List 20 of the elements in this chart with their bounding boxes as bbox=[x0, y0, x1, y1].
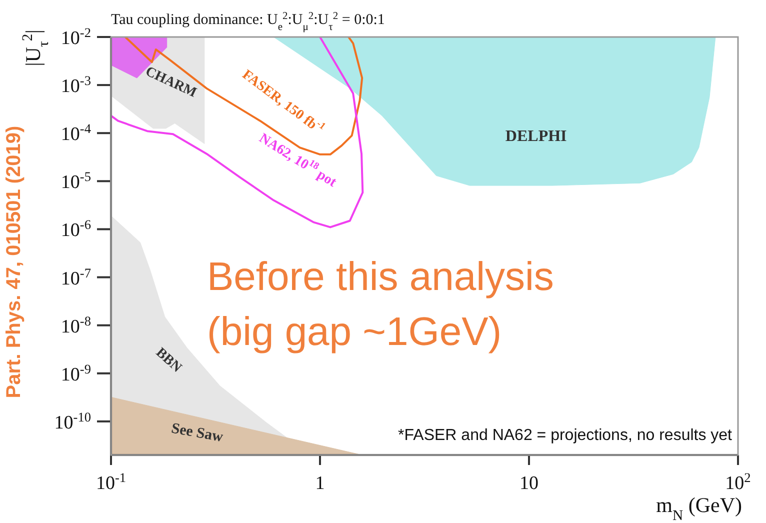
y-tick-label: 10$^{-9}$ bbox=[60, 360, 92, 386]
y-tick-label: 10$^{-3}$ bbox=[60, 72, 92, 98]
text: Part. Phys. 47, 010501 (2019) bbox=[3, 126, 25, 398]
y-tick-label: 10$^{-8}$ bbox=[60, 312, 92, 338]
y-tick-label: 10$^{-4}$ bbox=[60, 120, 92, 146]
chart-title: Tau coupling dominance: U$_{e}$$^{2}$:U$_{μ}$$^{2}$:U$_{τ}$$^{2}$ = 0:0:1 bbox=[111, 10, 385, 32]
series-label: See Saw bbox=[170, 421, 224, 446]
x-axis-title: m$_{N}$ (GeV) bbox=[656, 493, 742, 523]
y-tick-label: 10$^{-10}$ bbox=[54, 408, 92, 434]
y-tick-label: 10$^{-7}$ bbox=[60, 264, 92, 290]
y-tick-label: 10$^{-5}$ bbox=[60, 168, 92, 194]
y-tick-label: 10$^{-6}$ bbox=[60, 216, 92, 242]
x-tick-label: 10 bbox=[520, 473, 538, 494]
y-tick-label: 10$^{-2}$ bbox=[60, 24, 91, 49]
x-tick-label: 10$^{-1}$ bbox=[96, 470, 126, 494]
x-tick-label: 10$^{2}$ bbox=[725, 470, 751, 494]
series-label: DELPHI bbox=[505, 128, 567, 145]
annotation: *FASER and NA62 = projections, no results yet bbox=[398, 427, 733, 444]
annotation: Before this analysis (big gap ~1GeV) bbox=[207, 255, 554, 354]
x-tick-label: 1 bbox=[315, 473, 325, 494]
